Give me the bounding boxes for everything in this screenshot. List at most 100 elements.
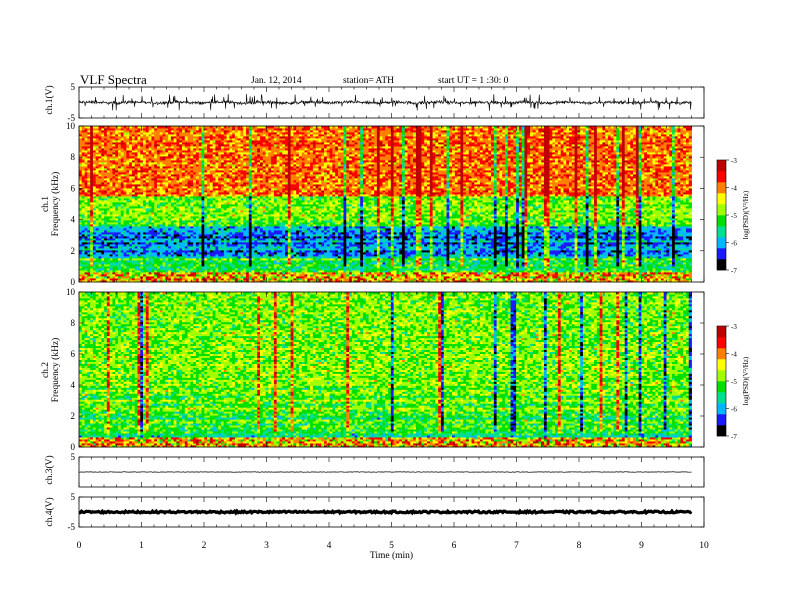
spectrogram-cell [566,264,570,267]
spectrogram-cell [154,264,158,267]
spectrogram-cell [516,270,520,273]
spectrogram-cell [87,280,91,283]
spectrogram-cell [560,270,564,273]
spectrogram-cell [621,272,626,275]
spectrogram-cell [413,276,417,279]
spectrogram-cell [287,274,291,277]
spectrogram-cell [123,262,127,265]
spectrogram-cell [688,278,692,281]
spectrogram-cell [602,274,606,277]
spectrogram-cell [404,264,408,267]
spectrogram-cell [468,278,472,281]
spectrogram-cell [79,264,83,267]
spectrogram-cell [390,272,394,275]
spectrogram-cell [376,268,381,271]
spectrogram-cell [491,262,495,265]
spectrogram-cell [633,264,637,267]
spectrogram-cell [446,280,450,283]
spectrogram-cell [471,270,475,273]
spectrogram-cell [588,262,592,265]
spectrogram-cell [262,276,266,279]
spectrogram-cell [218,266,222,269]
spectrogram-cell [87,274,91,277]
spectrogram-cell [321,262,325,265]
spectrogram-cell [360,280,364,283]
spectrogram-cell [117,278,122,281]
spectrogram-cell [599,272,603,275]
spectrogram-cell [307,280,311,283]
spectrogram-cell [343,274,347,277]
spectrogram-cell [557,268,562,271]
spectrogram-cell [479,262,484,265]
spectrogram-cell [493,274,498,277]
spectrogram-cell [232,266,236,269]
spectrogram-cell [630,262,634,265]
spectrogram-cell [87,278,91,281]
spectrogram-cell [613,266,617,269]
spectrogram-cell [527,262,531,265]
spectrogram-cell [452,262,456,265]
spectrogram-cell [532,266,536,269]
spectrogram-cell [362,272,367,275]
spectrogram-cell [388,274,392,277]
y-axis-label-line: ch.1(V) [44,85,55,114]
spectrogram-cell [672,266,676,269]
spectrogram-cell [223,276,227,279]
spectrogram-cell [207,278,211,281]
spectrogram-cell [491,266,495,269]
spectrogram-cell [145,266,149,269]
spectrogram-cell [627,270,631,273]
spectrogram-cell [226,268,230,271]
spectrogram-cell [641,280,645,283]
spectrogram-cell [79,266,83,269]
spectrogram-cell [404,262,408,265]
spectrogram-cell [243,266,247,269]
spectrogram-cell [298,266,303,269]
spectrogram-cell [179,266,183,269]
spectrogram-cell [195,272,200,275]
spectrogram-cell [134,278,138,281]
spectrogram-cell [474,266,478,269]
spectrogram-cell [279,262,283,265]
spectrogram-cell [226,272,230,275]
spectrogram-cell [413,280,417,283]
spectrogram-cell [493,262,498,265]
spectrogram-cell [357,264,361,267]
spectrogram-cell [120,270,124,273]
spectrogram-cell [538,274,542,277]
spectrogram-cell [287,276,291,279]
spectrogram-cell [399,278,403,281]
spectrogram-cell [407,276,411,279]
spectrogram-cell [182,280,186,283]
spectrogram-cell [126,266,130,269]
spectrogram-cell [362,264,367,267]
spectrogram-cell [683,280,687,283]
spectrogram-cell [496,278,500,281]
spectrogram-cell [265,278,269,281]
spectrogram-cell [530,264,534,267]
spectrogram-cell [390,276,394,279]
spectrogram-cell [243,272,247,275]
spectrogram-cell [346,276,350,279]
spectrogram-cell [571,278,575,281]
spectrogram-cell [332,268,336,271]
spectrogram-cell [315,276,319,279]
spectrogram-cell [332,266,336,269]
spectrogram-cell [504,276,509,279]
spectrogram-cell [98,280,102,283]
spectrogram-cell [156,272,161,275]
spectrogram-cell [440,268,445,271]
spectrogram-cell [663,274,667,277]
spectrogram-cell [446,272,450,275]
spectrogram-cell [504,270,509,273]
spectrogram-cell [162,268,166,271]
spectrogram-cell [81,276,85,279]
spectrogram-cell [193,280,197,283]
spectrogram-cell [106,268,111,271]
spectrogram-cell [655,274,659,277]
spectrogram-cell [190,268,194,271]
spectrogram-cell [229,268,233,271]
spectrogram-cell [220,268,225,271]
spectrogram-cell [184,274,188,277]
spectrogram-cell [173,280,177,283]
